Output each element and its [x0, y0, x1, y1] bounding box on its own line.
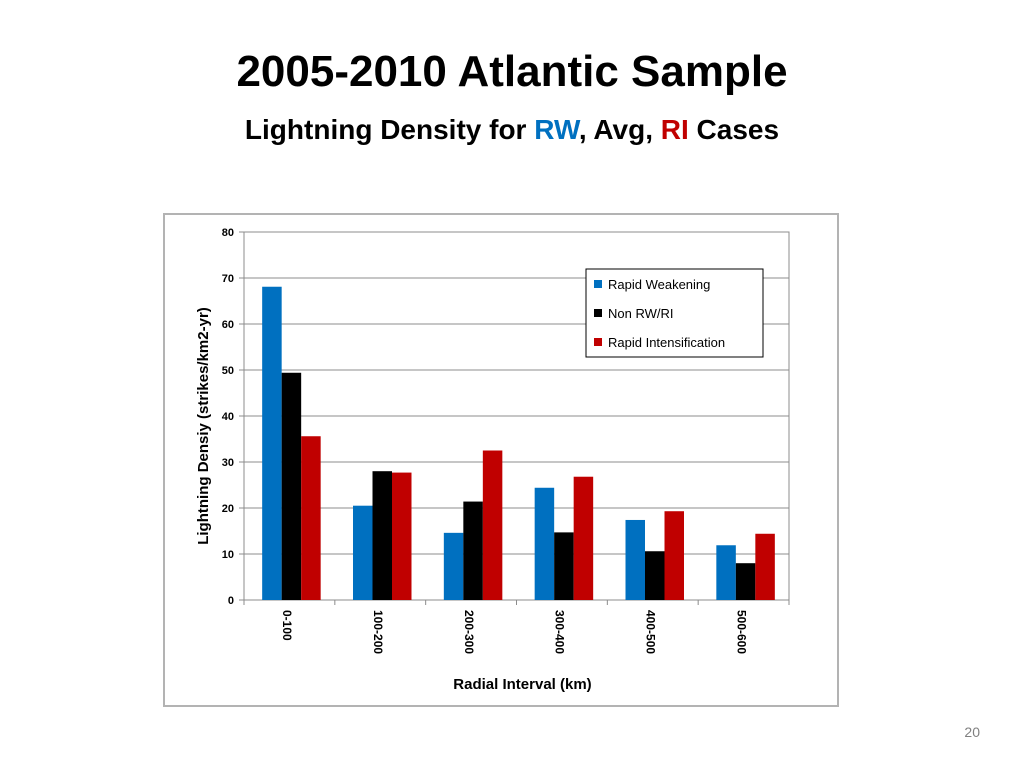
bar-rapid-intensification-300-400 — [573, 476, 594, 600]
x-tick-label: 200-300 — [462, 610, 476, 654]
bar-non-rw-ri-100-200 — [372, 471, 392, 600]
slide-title: 2005-2010 Atlantic Sample — [236, 47, 788, 96]
bar-rapid-intensification-200-300 — [482, 450, 503, 600]
bar-non-rw-ri-400-500 — [645, 551, 665, 600]
y-tick-label: 10 — [222, 549, 234, 561]
bar-rapid-intensification-100-200 — [392, 472, 412, 600]
y-tick-label: 60 — [222, 319, 234, 331]
y-tick-label: 40 — [222, 411, 234, 423]
subtitle-rw-label: RW — [534, 114, 579, 145]
subtitle-text-part2: , Avg, — [578, 114, 661, 145]
legend-swatch-rapid-intensification — [594, 338, 602, 346]
bar-rapid-intensification-400-500 — [664, 511, 684, 600]
subtitle-text-part3: Cases — [688, 114, 780, 145]
y-tick-label: 70 — [222, 273, 234, 285]
legend-box — [585, 268, 764, 358]
x-tick-label: 0-100 — [280, 610, 294, 641]
y-tick-label: 20 — [222, 503, 234, 515]
bar-rapid-weakening-0-100 — [262, 286, 282, 600]
bar-rapid-intensification-0-100 — [301, 436, 321, 600]
subtitle-text-part1: Lightning Density for — [244, 114, 535, 145]
bar-rapid-weakening-500-600 — [716, 545, 736, 600]
bar-non-rw-ri-200-300 — [463, 501, 483, 600]
y-tick-label: 80 — [222, 227, 234, 239]
chart-frame: 0 10 20 30 40 50 60 70 80 0-100 100-200 200-300 300-… — [163, 213, 839, 707]
bar-rapid-intensification-500-600 — [755, 533, 775, 600]
bar-rapid-weakening-100-200 — [353, 505, 373, 600]
bar-rapid-weakening-200-300 — [443, 532, 464, 600]
legend-label: Non RW/RI — [608, 306, 674, 321]
bar-non-rw-ri-0-100 — [281, 372, 302, 600]
legend-swatch-rapid-weakening — [594, 280, 602, 288]
y-tick-label: 50 — [222, 365, 234, 377]
slide-number: 20 — [964, 724, 980, 740]
y-tick-label: 30 — [222, 457, 234, 469]
slide-subtitle: Lightning Density for RW, Avg, RI Cases — [0, 112, 1024, 148]
x-tick-label: 300-400 — [553, 610, 567, 654]
legend-label: Rapid Intensification — [608, 335, 725, 350]
legend-swatch-non-rw-ri — [594, 309, 602, 317]
bar-non-rw-ri-300-400 — [554, 532, 574, 600]
bar-chart: 0 10 20 30 40 50 60 70 80 0-100 100-200 200-300 300-… — [195, 227, 790, 693]
x-tick-label: 500-600 — [734, 610, 748, 654]
bar-rapid-weakening-400-500 — [625, 519, 645, 600]
y-tick-label: 0 — [228, 595, 234, 607]
x-axis-label: Radial Interval (km) — [453, 676, 591, 693]
x-tick-label: 400-500 — [644, 610, 658, 654]
x-tick-label: 100-200 — [371, 610, 385, 654]
legend-label: Rapid Weakening — [608, 277, 710, 292]
y-axis-label: Lightning Densiy (strikes/km2-yr) — [195, 307, 212, 545]
bar-rapid-weakening-300-400 — [534, 487, 555, 600]
subtitle-ri-label: RI — [660, 114, 689, 145]
bar-non-rw-ri-500-600 — [735, 563, 756, 600]
